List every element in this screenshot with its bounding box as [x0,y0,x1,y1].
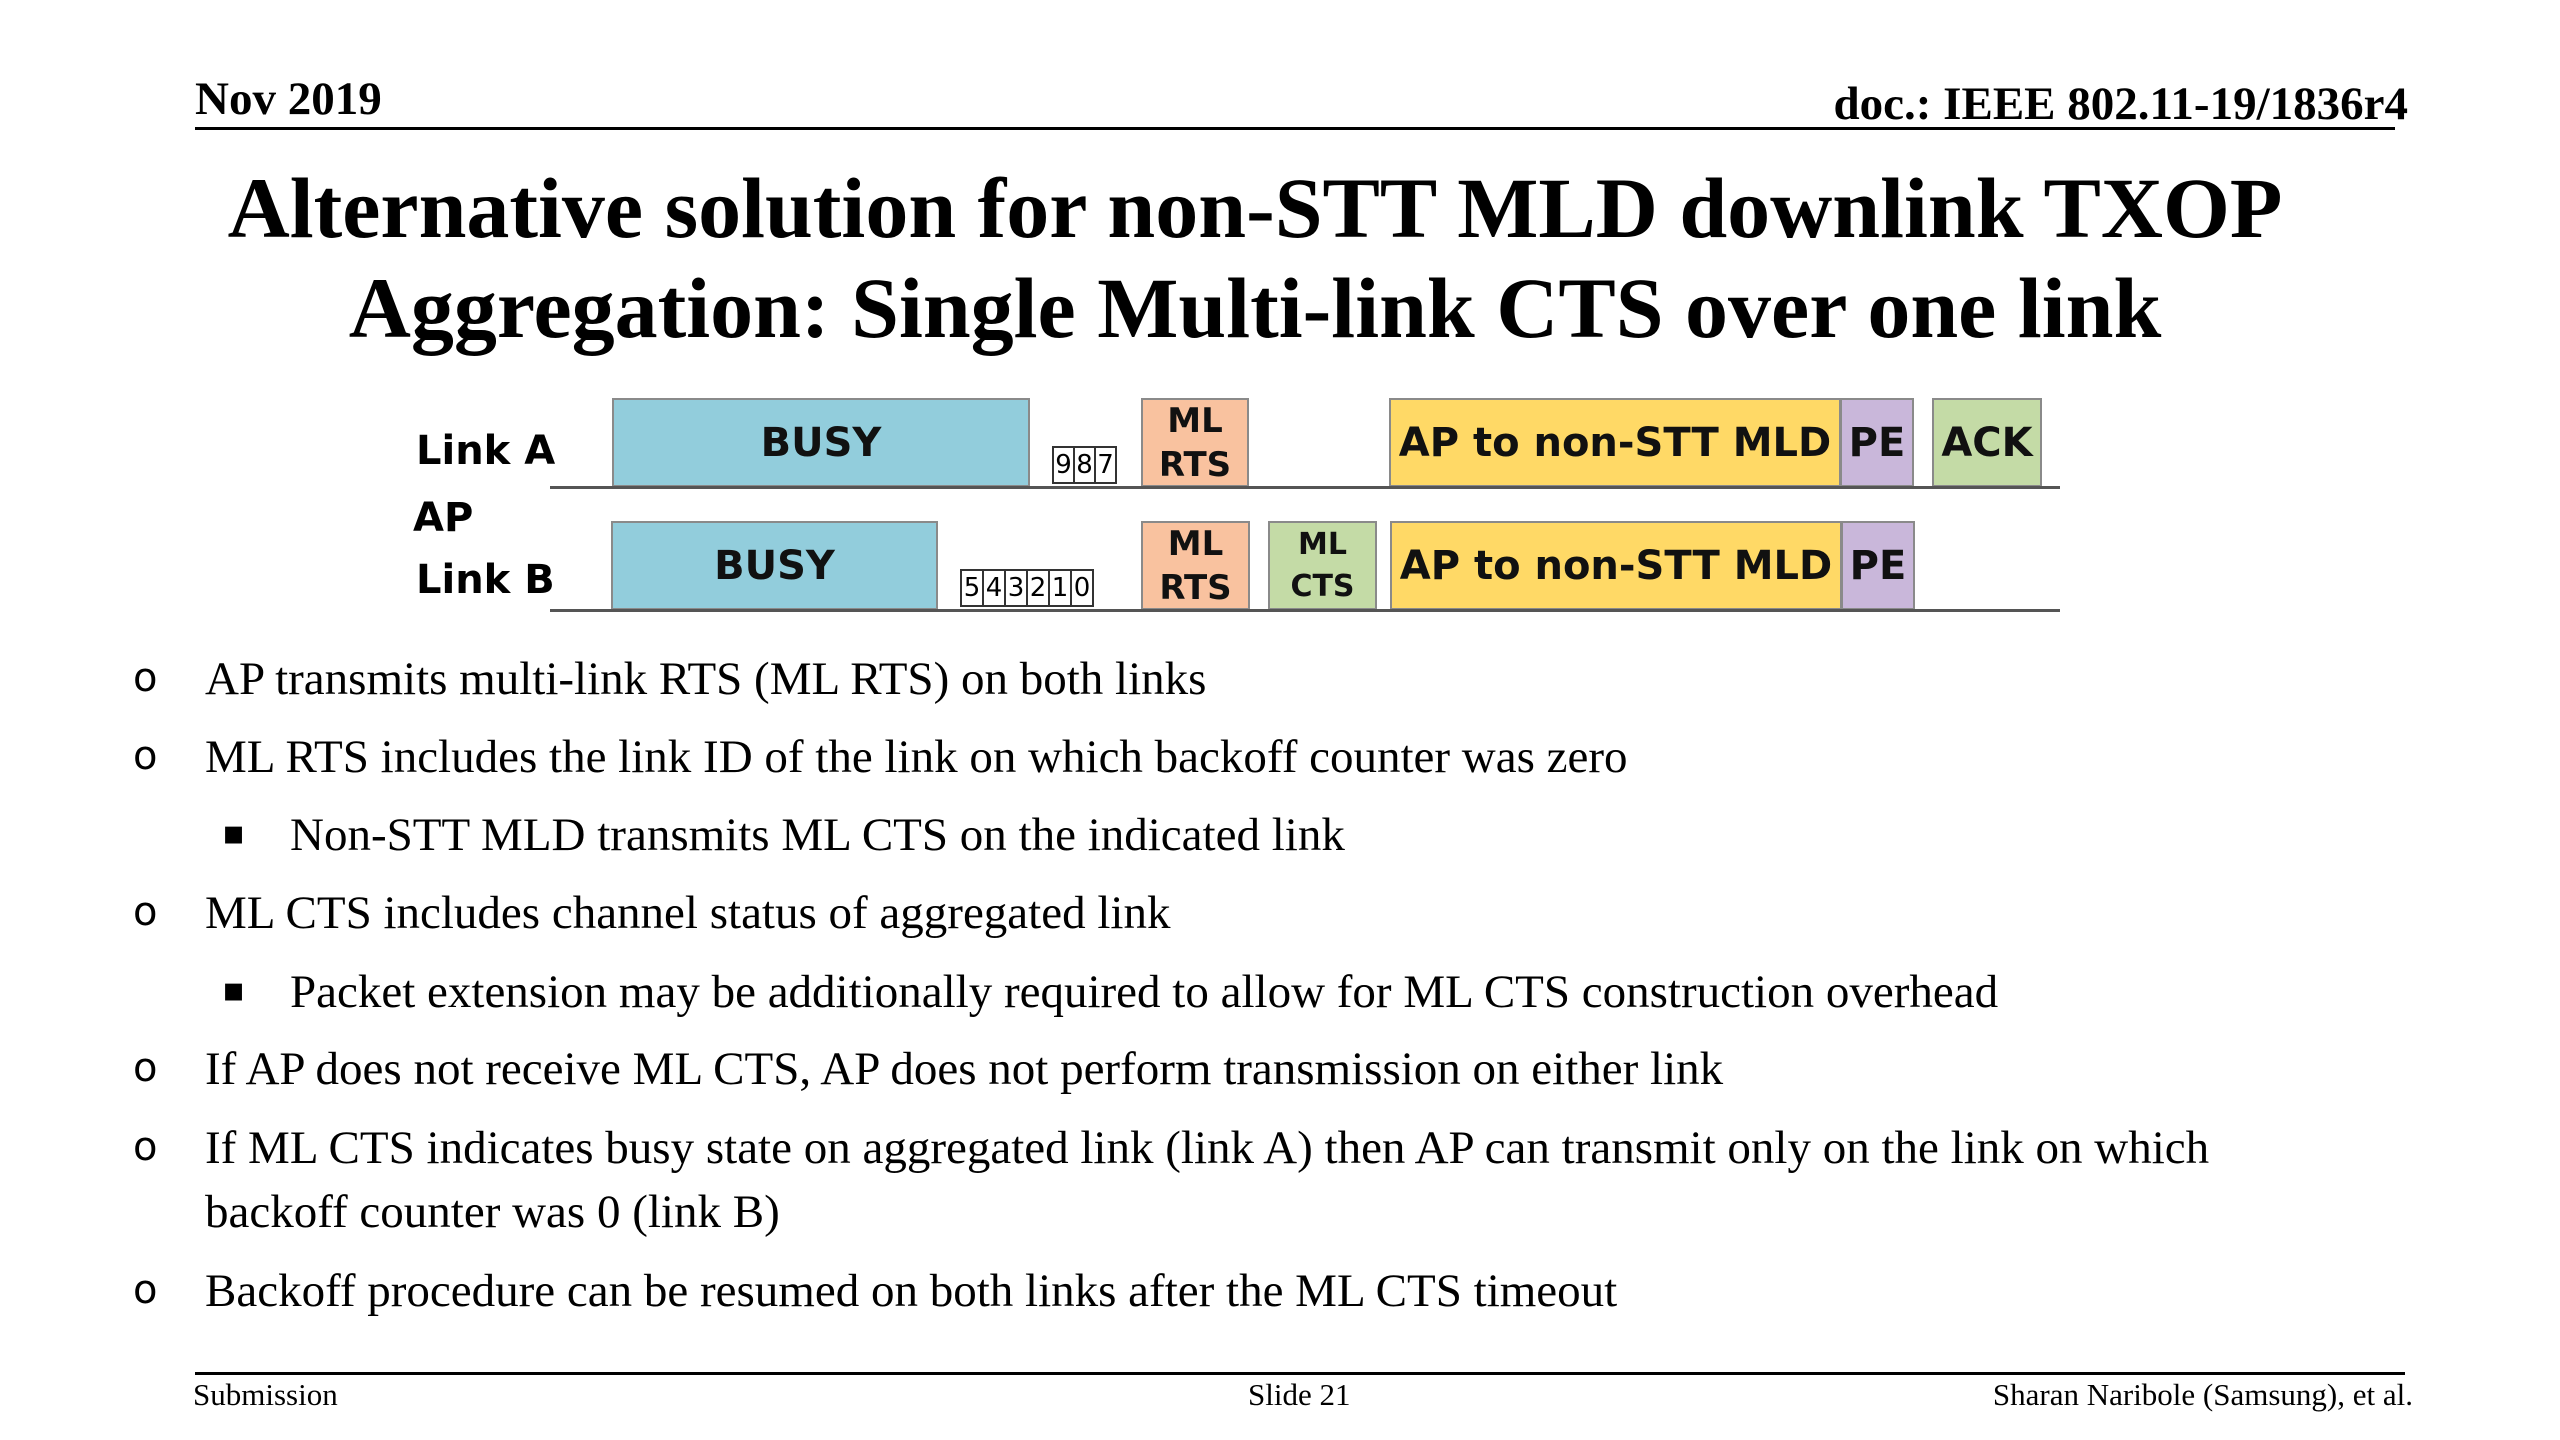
link-b-ml-cts-line-2: CTS [1290,568,1355,604]
link-b-pe-block: PE [1841,521,1915,610]
link-b-data-block: AP to non-STT MLD [1390,521,1842,610]
bullet-item: If AP does not receive ML CTS, AP does n… [205,1043,1724,1095]
link-b-backoff-counter: 5 [960,569,984,607]
bullet-item-continuation: backoff counter was 0 (link B) [205,1186,780,1238]
footer-author: Sharan Naribole (Samsung), et al. [1992,1377,2413,1412]
header-date: Nov 2019 [195,73,382,125]
bullet-marker: o [133,1124,158,1170]
link-b-ml-cts-line-1: ML [1298,526,1347,562]
link-b-label: Link B [416,557,555,603]
footer-slide-number: Slide 21 [1248,1377,1351,1412]
footer-divider [195,1372,2405,1375]
link-b-ml-cts-block: ML CTS [1268,521,1377,610]
bullet-marker: o [133,889,158,935]
link-b-ml-rts-line-2: RTS [1159,567,1232,608]
sub-bullet-item: Non-STT MLD transmits ML CTS on the indi… [290,809,1345,861]
link-a-label: Link A [416,428,556,474]
link-b-timeline [550,609,2060,612]
bullet-item: ML RTS includes the link ID of the link … [205,731,1628,783]
bullet-marker: o [133,1267,158,1313]
link-a-ml-rts-block: ML RTS [1141,398,1249,487]
link-b-ml-rts-line-1: ML [1167,523,1224,564]
slide-title: Alternative solution for non-STT MLD dow… [0,158,2510,358]
link-a-backoff-counter: 9 [1052,446,1075,484]
link-a-data-block: AP to non-STT MLD [1389,398,1841,487]
header-divider [195,127,2395,130]
link-b-busy-block: BUSY [611,521,938,610]
sub-bullet-marker: ▪ [222,970,246,1010]
footer-submission: Submission [193,1377,338,1412]
sub-bullet-marker: ▪ [222,813,246,853]
link-a-ml-rts-line-2: RTS [1158,444,1232,485]
link-b-backoff-counter: 4 [982,569,1006,607]
bullet-marker: o [133,1045,158,1091]
link-a-backoff-counter: 8 [1073,446,1096,484]
bullet-marker: o [133,655,158,701]
bullet-item: Backoff procedure can be resumed on both… [205,1265,1618,1317]
bullet-item: ML CTS includes channel status of aggreg… [205,887,1171,939]
link-a-ml-rts-line-1: ML [1167,400,1223,441]
link-b-backoff-counter: 2 [1026,569,1050,607]
sub-bullet-item: Packet extension may be additionally req… [290,966,1999,1018]
link-b-backoff-counter: 3 [1004,569,1028,607]
link-a-busy-block: BUSY [612,398,1030,487]
link-a-timeline [550,486,2060,489]
bullet-item: AP transmits multi-link RTS (ML RTS) on … [205,653,1207,705]
link-b-ml-rts-block: ML RTS [1141,521,1250,610]
bullet-item: If ML CTS indicates busy state on aggreg… [205,1122,2210,1174]
multilink-timing-diagram: Link A AP Link B BUSY 9 8 7 ML RTS AP to… [0,0,2560,640]
slide-title-line-1: Alternative solution for non-STT MLD dow… [227,160,2283,256]
link-a-ack-block: ACK [1932,398,2042,487]
link-a-backoff-counter: 7 [1094,446,1117,484]
ap-label: AP [413,495,474,541]
slide-title-line-2: Aggregation: Single Multi-link CTS over … [348,260,2162,356]
link-b-backoff-counter: 1 [1048,569,1072,607]
bullet-marker: o [133,733,158,779]
link-a-pe-block: PE [1840,398,1914,487]
header-doc-id: doc.: IEEE 802.11-19/1836r4 [1833,78,2408,130]
link-b-backoff-counter: 0 [1070,569,1094,607]
